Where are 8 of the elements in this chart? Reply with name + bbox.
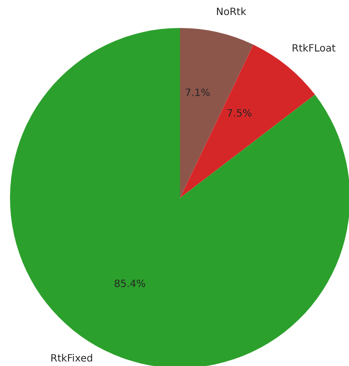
data-label: 7.5% [226, 108, 252, 120]
pie-slice [180, 28, 254, 198]
slice-label: RtkFixed [50, 354, 93, 365]
slice-label: NoRtk [216, 6, 246, 18]
slice-label: RtkFLoat [292, 44, 336, 55]
data-label: 7.1% [184, 88, 210, 100]
data-label: 85.4% [114, 278, 146, 290]
pie-slice [10, 28, 349, 366]
